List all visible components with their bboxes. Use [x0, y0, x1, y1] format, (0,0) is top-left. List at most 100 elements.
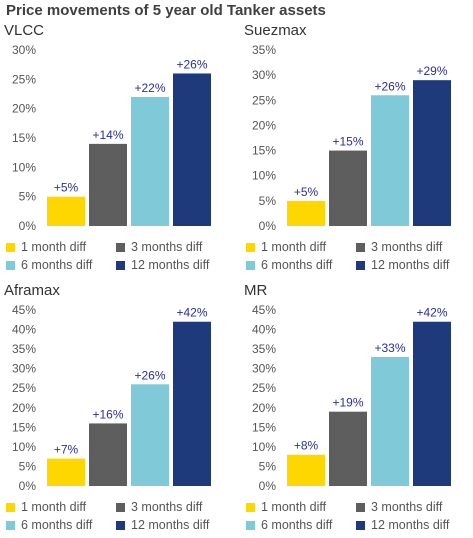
legend-swatch	[116, 260, 125, 270]
data-label: +5%	[54, 181, 79, 195]
bar	[287, 454, 325, 486]
bar	[371, 356, 409, 486]
y-tick-label: 20%	[12, 102, 36, 116]
panel-title: Suezmax	[244, 22, 307, 39]
y-tick-label: 40%	[12, 323, 36, 337]
data-label: +16%	[92, 407, 123, 421]
legend-label: 1 month diff	[261, 240, 327, 254]
legend-swatch	[356, 260, 365, 270]
bar	[89, 423, 127, 486]
legend-label: 6 months diff	[261, 258, 333, 272]
legend-swatch	[6, 502, 15, 512]
legend-label: 12 months diff	[371, 258, 450, 272]
y-tick-label: 20%	[252, 401, 276, 415]
bar	[173, 73, 211, 226]
bar	[131, 384, 169, 486]
bar-chart: 0% 5% 10% 15% 20% 25% 30% +5% +14% +22% +26%	[12, 44, 211, 232]
legend-swatch	[246, 520, 255, 530]
bar	[413, 80, 451, 226]
bar	[47, 458, 85, 486]
panel-suezmax: Suezmax 0% 5% 10% 15% 20% 25% 30% 35% +5% +15% +26…	[240, 22, 472, 272]
legend-label: 3 months diff	[131, 500, 203, 514]
legend-swatch	[246, 242, 255, 252]
y-tick-label: 5%	[19, 459, 37, 473]
legend-swatch	[116, 242, 125, 252]
data-label: +7%	[54, 443, 79, 457]
bar	[329, 411, 367, 486]
y-tick-label: 5%	[19, 190, 37, 204]
panel-title: VLCC	[4, 22, 45, 39]
y-tick-label: 10%	[252, 169, 276, 183]
bar	[287, 200, 325, 226]
y-tick-label: 25%	[252, 381, 276, 395]
legend-swatch	[116, 520, 125, 530]
data-label: +15%	[332, 135, 363, 149]
legend-label: 12 months diff	[131, 258, 210, 272]
y-tick-label: 45%	[252, 304, 276, 317]
legend-item: 1 month diff	[6, 500, 116, 514]
legend-swatch	[356, 502, 365, 512]
legend-swatch	[116, 502, 125, 512]
y-tick-label: 10%	[12, 440, 36, 454]
legend-item: 3 months diff	[116, 240, 226, 254]
legend-item: 6 months diff	[6, 518, 116, 532]
bar-chart: 0% 5% 10% 15% 20% 25% 30% 35% 40% 45% +8% +19% +33% +…	[252, 304, 451, 492]
legend-label: 1 month diff	[261, 500, 327, 514]
legend-item: 3 months diff	[356, 500, 466, 514]
y-tick-label: 5%	[259, 194, 277, 208]
data-label: +33%	[374, 341, 405, 355]
y-tick-label: 0%	[19, 479, 37, 492]
y-tick-label: 25%	[12, 72, 36, 86]
y-tick-label: 15%	[12, 420, 36, 434]
data-label: +26%	[176, 57, 207, 71]
legend-label: 12 months diff	[131, 518, 210, 532]
legend: 1 month diff 3 months diff 6 months diff…	[246, 498, 468, 534]
y-tick-label: 15%	[252, 144, 276, 158]
legend-label: 3 months diff	[371, 240, 443, 254]
panel-mr: MR 0% 5% 10% 15% 20% 25% 30% 35% 40% 45% +8% +19% +3…	[240, 282, 472, 532]
data-label: +19%	[332, 396, 363, 410]
data-label: +42%	[416, 306, 447, 320]
y-tick-label: 15%	[252, 420, 276, 434]
y-tick-label: 30%	[12, 44, 36, 57]
legend-label: 3 months diff	[131, 240, 203, 254]
panel-title: Aframax	[4, 282, 60, 299]
legend-item: 3 months diff	[116, 500, 226, 514]
bar	[371, 95, 409, 226]
y-tick-label: 10%	[252, 440, 276, 454]
legend: 1 month diff 3 months diff 6 months diff…	[246, 238, 468, 274]
panel-vlcc: VLCC 0% 5% 10% 15% 20% 25% 30% +5% +14% +22% +26% …	[0, 22, 232, 272]
bar-chart: 0% 5% 10% 15% 20% 25% 30% 35% +5% +15% +26% +29%	[252, 44, 451, 232]
legend: 1 month diff 3 months diff 6 months diff…	[6, 238, 228, 274]
bar-chart: 0% 5% 10% 15% 20% 25% 30% 35% 40% 45% +7% +16% +26% +…	[12, 304, 211, 492]
data-label: +42%	[176, 306, 207, 320]
legend-label: 6 months diff	[21, 518, 93, 532]
legend-item: 12 months diff	[116, 518, 226, 532]
y-tick-label: 45%	[12, 304, 36, 317]
data-label: +22%	[134, 81, 165, 95]
y-tick-label: 5%	[259, 459, 277, 473]
y-tick-label: 40%	[252, 323, 276, 337]
bar	[329, 150, 367, 226]
legend-item: 12 months diff	[356, 518, 466, 532]
legend-item: 1 month diff	[246, 240, 356, 254]
y-tick-label: 0%	[259, 219, 277, 232]
bar	[131, 96, 169, 226]
y-tick-label: 35%	[252, 342, 276, 356]
y-tick-label: 35%	[12, 342, 36, 356]
data-label: +5%	[294, 185, 319, 199]
y-tick-label: 25%	[12, 381, 36, 395]
y-tick-label: 35%	[252, 44, 276, 57]
legend-label: 1 month diff	[21, 240, 87, 254]
legend-item: 1 month diff	[6, 240, 116, 254]
legend: 1 month diff 3 months diff 6 months diff…	[6, 498, 228, 534]
y-tick-label: 30%	[12, 362, 36, 376]
legend-label: 6 months diff	[21, 258, 93, 272]
figure-title: Price movements of 5 year old Tanker ass…	[6, 2, 326, 19]
data-label: +26%	[134, 368, 165, 382]
legend-item: 1 month diff	[246, 500, 356, 514]
y-tick-label: 0%	[259, 479, 277, 492]
legend-label: 6 months diff	[261, 518, 333, 532]
legend-item: 3 months diff	[356, 240, 466, 254]
